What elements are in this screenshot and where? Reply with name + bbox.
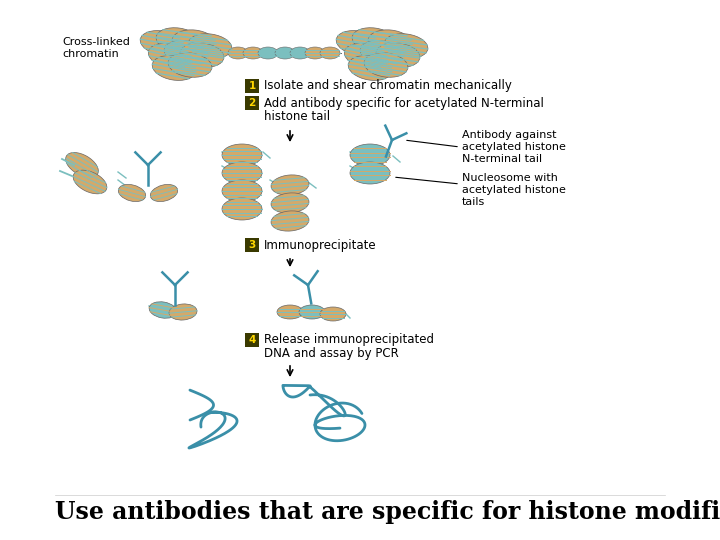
Ellipse shape (150, 185, 178, 201)
Ellipse shape (228, 47, 248, 59)
FancyBboxPatch shape (245, 238, 259, 252)
Ellipse shape (384, 33, 428, 58)
Ellipse shape (277, 305, 303, 319)
Ellipse shape (169, 304, 197, 320)
Text: Use antibodies that are specific for histone modifications: Use antibodies that are specific for his… (55, 500, 720, 524)
Ellipse shape (275, 47, 295, 59)
Ellipse shape (149, 302, 177, 318)
Ellipse shape (180, 43, 224, 68)
Ellipse shape (140, 31, 184, 56)
Ellipse shape (364, 53, 408, 77)
Ellipse shape (243, 47, 263, 59)
Ellipse shape (271, 193, 309, 213)
Text: Add antibody specific for acetylated N-terminal: Add antibody specific for acetylated N-t… (264, 97, 544, 110)
Ellipse shape (152, 56, 196, 80)
Ellipse shape (348, 56, 392, 80)
Ellipse shape (168, 53, 212, 77)
Ellipse shape (320, 47, 340, 59)
Ellipse shape (344, 43, 387, 69)
Text: Isolate and shear chromatin mechanically: Isolate and shear chromatin mechanically (264, 79, 512, 92)
Ellipse shape (360, 40, 404, 65)
Text: Antibody against
acetylated histone
N-terminal tail: Antibody against acetylated histone N-te… (462, 130, 566, 164)
Ellipse shape (222, 144, 262, 166)
Ellipse shape (222, 180, 262, 202)
Text: Nucleosome with
acetylated histone
tails: Nucleosome with acetylated histone tails (462, 173, 566, 207)
Ellipse shape (156, 28, 200, 52)
Ellipse shape (350, 144, 390, 166)
Ellipse shape (222, 162, 262, 184)
Ellipse shape (271, 211, 309, 231)
Ellipse shape (66, 152, 99, 178)
Ellipse shape (305, 47, 325, 59)
Ellipse shape (188, 33, 232, 58)
Text: 3: 3 (248, 240, 256, 250)
Ellipse shape (148, 43, 192, 69)
Ellipse shape (368, 30, 412, 54)
Ellipse shape (299, 305, 325, 319)
Ellipse shape (352, 28, 396, 52)
Ellipse shape (164, 40, 208, 65)
Text: histone tail: histone tail (264, 111, 330, 124)
Ellipse shape (73, 170, 107, 194)
Ellipse shape (320, 307, 346, 321)
FancyBboxPatch shape (245, 96, 259, 110)
Ellipse shape (271, 175, 309, 195)
Text: Release immunoprecipitated: Release immunoprecipitated (264, 334, 434, 347)
Text: 2: 2 (248, 98, 256, 108)
Ellipse shape (222, 198, 262, 220)
Ellipse shape (118, 185, 145, 201)
Ellipse shape (376, 43, 420, 68)
Ellipse shape (290, 47, 310, 59)
Ellipse shape (336, 31, 379, 56)
Ellipse shape (258, 47, 278, 59)
Text: DNA and assay by PCR: DNA and assay by PCR (264, 347, 399, 360)
Ellipse shape (172, 30, 216, 54)
Text: Immunoprecipitate: Immunoprecipitate (264, 239, 377, 252)
Text: 1: 1 (248, 81, 256, 91)
FancyBboxPatch shape (245, 79, 259, 93)
Text: Cross-linked
chromatin: Cross-linked chromatin (62, 37, 130, 59)
Text: 4: 4 (248, 335, 256, 345)
Ellipse shape (350, 162, 390, 184)
FancyBboxPatch shape (245, 333, 259, 347)
